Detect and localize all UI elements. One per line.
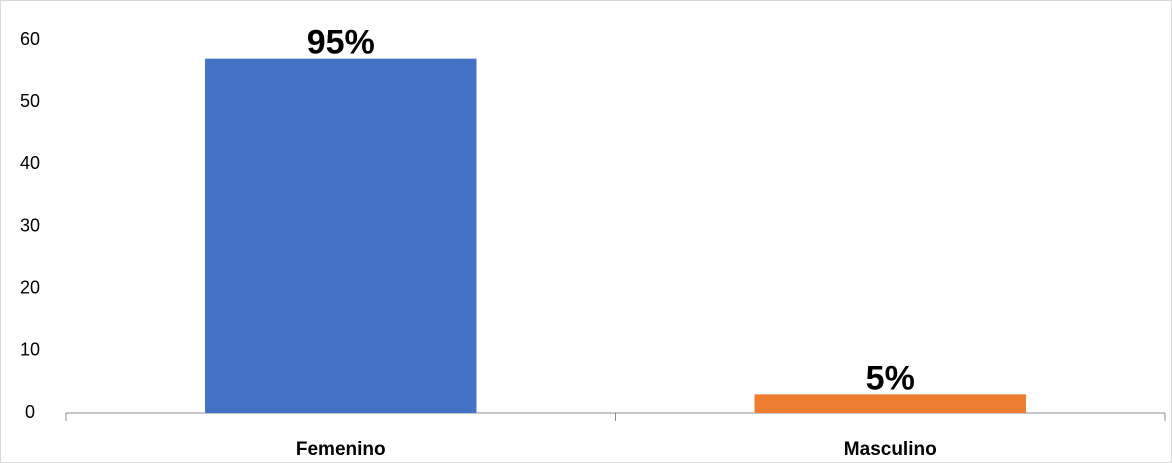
bar: [754, 394, 1026, 413]
bar: [205, 58, 477, 414]
x-tick-label: Masculino: [844, 439, 937, 460]
y-tick-label: 50: [20, 91, 40, 111]
y-tick-label: 60: [20, 29, 40, 49]
y-tick-label: 10: [20, 340, 40, 360]
y-tick-label: 40: [20, 153, 40, 173]
y-tick-label: 0: [25, 402, 35, 422]
x-tick-label: Femenino: [296, 439, 386, 460]
y-tick-label: 20: [20, 277, 40, 297]
value-label: 95%: [307, 24, 375, 62]
y-tick-label: 30: [20, 215, 40, 235]
value-label: 5%: [866, 359, 915, 397]
